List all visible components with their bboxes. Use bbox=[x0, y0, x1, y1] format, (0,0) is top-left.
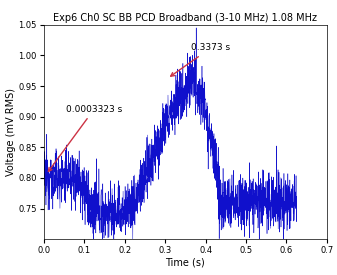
Title: Exp6 Ch0 SC BB PCD Broadband (3-10 MHz) 1.08 MHz: Exp6 Ch0 SC BB PCD Broadband (3-10 MHz) … bbox=[53, 13, 317, 23]
Y-axis label: Voltage (mV RMS): Voltage (mV RMS) bbox=[6, 88, 16, 176]
Text: 0.0003323 s: 0.0003323 s bbox=[49, 104, 122, 171]
X-axis label: Time (s): Time (s) bbox=[165, 258, 205, 268]
Text: 0.3373 s: 0.3373 s bbox=[171, 43, 231, 76]
